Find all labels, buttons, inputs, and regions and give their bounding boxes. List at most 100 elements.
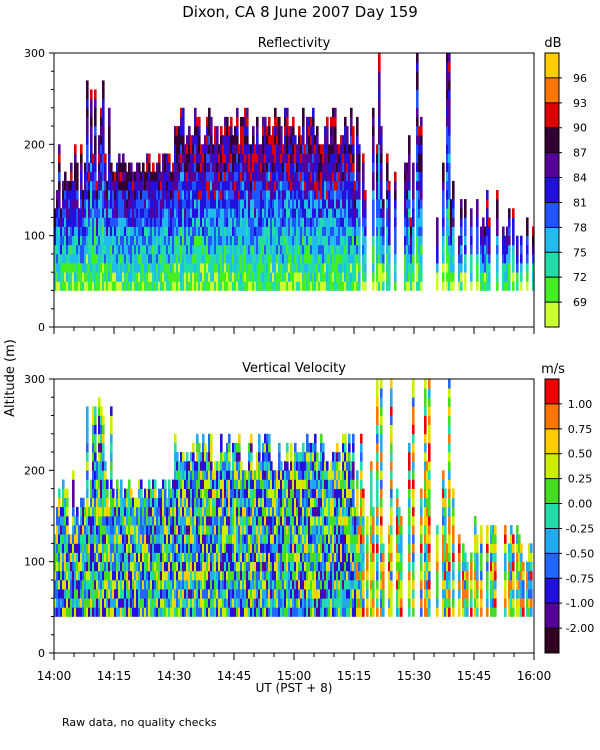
heatmap-cell [404,281,407,291]
heatmap-cell [144,506,147,517]
heatmap-cell [350,126,353,136]
heatmap-cell [98,235,101,246]
heatmap-cell [244,470,247,480]
heatmap-cell [278,208,281,218]
heatmap-cell [448,217,451,227]
heatmap-cell [162,534,165,544]
heatmap-cell [412,190,415,200]
heatmap-cell [58,171,61,182]
heatmap-cell [332,144,335,154]
heatmap-cell [132,217,135,227]
heatmap-cell [344,208,347,218]
heatmap-cell [72,570,75,581]
heatmap-cell [284,226,287,236]
heatmap-cell [218,217,221,227]
heatmap-cell [182,543,185,553]
heatmap-cell [236,589,239,599]
heatmap-cell [284,171,287,182]
heatmap-cell [282,217,285,227]
heatmap-cell [110,479,113,489]
heatmap-cell [242,552,245,562]
heatmap-cell [106,235,109,246]
heatmap-cell [58,579,61,590]
heatmap-cell [180,579,183,590]
heatmap-cell [198,461,201,471]
heatmap-cell [196,272,199,282]
heatmap-cell [122,153,125,163]
heatmap-cell [300,217,303,227]
heatmap-cell [448,244,451,255]
heatmap-cell [168,217,171,227]
heatmap-cell [388,180,391,191]
heatmap-cell [134,171,137,182]
heatmap-cell [60,235,63,246]
heatmap-cell [64,579,67,590]
heatmap-cell [354,235,357,246]
heatmap-cell [96,561,99,572]
heatmap-cell [118,579,121,590]
heatmap-cell [232,525,235,535]
heatmap-cell [278,543,281,553]
heatmap-cell [354,281,357,291]
heatmap-cell [394,226,397,236]
heatmap-cell [66,190,69,200]
heatmap-cell [258,272,261,282]
heatmap-cell [206,534,209,544]
heatmap-cell [228,208,231,218]
heatmap-cell [216,226,219,236]
heatmap-cell [166,506,169,517]
heatmap-cell [266,525,269,535]
heatmap-cell [406,208,409,218]
heatmap-cell [194,135,197,145]
heatmap-cell [284,208,287,218]
heatmap-cell [190,199,193,209]
heatmap-cell [172,589,175,599]
heatmap-cell [406,244,409,255]
heatmap-cell [242,180,245,191]
heatmap-cell [86,281,89,291]
heatmap-cell [172,506,175,517]
heatmap-cell [130,506,133,517]
heatmap-cell [126,579,129,590]
heatmap-cell [324,135,327,145]
heatmap-cell [166,552,169,562]
heatmap-cell [196,253,199,264]
heatmap-cell [252,153,255,163]
heatmap-cell [156,589,159,599]
heatmap-cell [276,506,279,517]
heatmap-cell [280,199,283,209]
heatmap-cell [106,561,109,572]
heatmap-cell [192,461,195,471]
heatmap-cell [230,607,233,617]
heatmap-cell [86,153,89,163]
heatmap-cell [336,208,339,218]
heatmap-cell [182,226,185,236]
heatmap-cell [154,579,157,590]
heatmap-cell [90,516,93,526]
heatmap-cell [166,253,169,264]
heatmap-cell [64,561,67,572]
heatmap-cell [226,226,229,236]
heatmap-cell [288,126,291,136]
heatmap-cell [102,263,105,273]
heatmap-cell [206,543,209,553]
reflectivity-colorbar-unit: dB [544,36,561,51]
heatmap-cell [200,607,203,617]
heatmap-cell [278,116,281,127]
heatmap-cell [72,506,75,517]
heatmap-cell [344,190,347,200]
heatmap-cell [302,263,305,273]
heatmap-cell [512,272,515,282]
heatmap-cell [194,561,197,572]
heatmap-cell [112,263,115,273]
heatmap-cell [180,162,183,173]
heatmap-cell [310,144,313,154]
heatmap-cell [342,199,345,209]
heatmap-cell [64,543,67,553]
heatmap-cell [228,570,231,581]
heatmap-cell [420,263,423,273]
heatmap-cell [158,497,161,508]
heatmap-cell [178,208,181,218]
heatmap-cell [110,552,113,562]
heatmap-cell [334,116,337,127]
